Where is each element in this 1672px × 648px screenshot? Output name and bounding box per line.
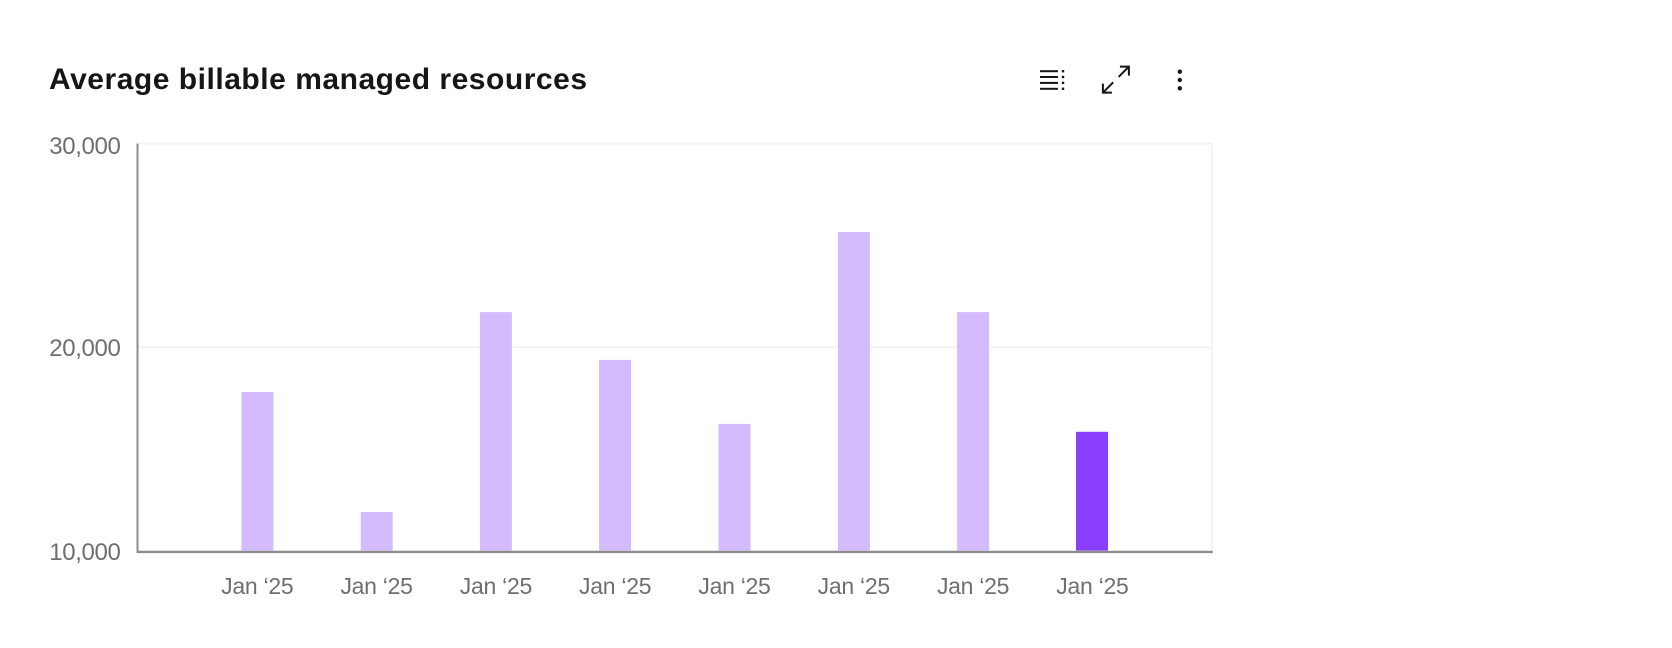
svg-text:Jan ‘25: Jan ‘25 <box>1056 573 1129 599</box>
svg-text:30,000: 30,000 <box>49 133 121 160</box>
svg-text:Jan ‘25: Jan ‘25 <box>221 573 294 599</box>
svg-text:Jan ‘25: Jan ‘25 <box>460 573 533 599</box>
svg-text:Jan ‘25: Jan ‘25 <box>818 573 891 599</box>
svg-text:20,000: 20,000 <box>49 335 121 362</box>
svg-text:Jan ‘25: Jan ‘25 <box>579 573 652 599</box>
svg-text:Average billable managed resou: Average billable managed resources <box>49 63 587 96</box>
svg-text:Jan ‘25: Jan ‘25 <box>340 573 413 599</box>
svg-text:Jan ‘25: Jan ‘25 <box>698 573 771 599</box>
svg-text:10,000: 10,000 <box>49 539 121 566</box>
svg-text:Jan ‘25: Jan ‘25 <box>937 573 1009 599</box>
